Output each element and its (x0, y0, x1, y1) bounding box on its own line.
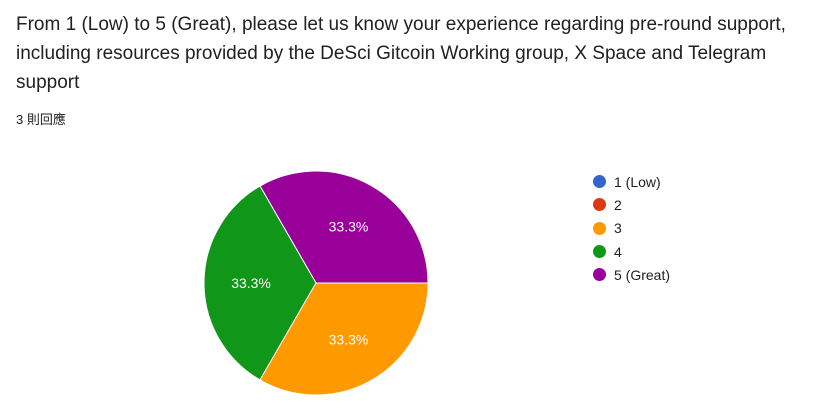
legend-item[interactable]: 3 (593, 217, 670, 240)
legend-dot-icon (593, 198, 606, 212)
slice-label: 33.3% (329, 331, 369, 347)
pie-slice-4[interactable] (203, 185, 317, 381)
legend-dot-icon (593, 221, 606, 235)
legend-item[interactable]: 2 (593, 193, 670, 216)
legend-dot-icon (593, 245, 606, 259)
slice-label: 33.3% (231, 275, 271, 291)
legend-dot-icon (593, 175, 606, 189)
legend-label: 1 (Low) (614, 173, 661, 190)
legend-item[interactable]: 4 (593, 240, 670, 263)
legend-label: 3 (614, 220, 622, 237)
legend-item[interactable]: 5 (Great) (593, 263, 670, 286)
legend: 1 (Low) 2 3 4 5 (Great) (593, 170, 670, 286)
legend-label: 5 (Great) (614, 266, 671, 283)
legend-item[interactable]: 1 (Low) (593, 170, 670, 193)
slice-label: 33.3% (329, 219, 369, 235)
legend-label: 2 (614, 196, 622, 213)
legend-dot-icon (593, 268, 606, 282)
question-title: From 1 (Low) to 5 (Great), please let us… (16, 14, 786, 93)
pie-slice-3[interactable] (259, 282, 429, 396)
pie-slice-5[interactable] (259, 170, 429, 284)
legend-label: 4 (614, 243, 622, 260)
response-count: 3 則回應 (16, 112, 66, 127)
